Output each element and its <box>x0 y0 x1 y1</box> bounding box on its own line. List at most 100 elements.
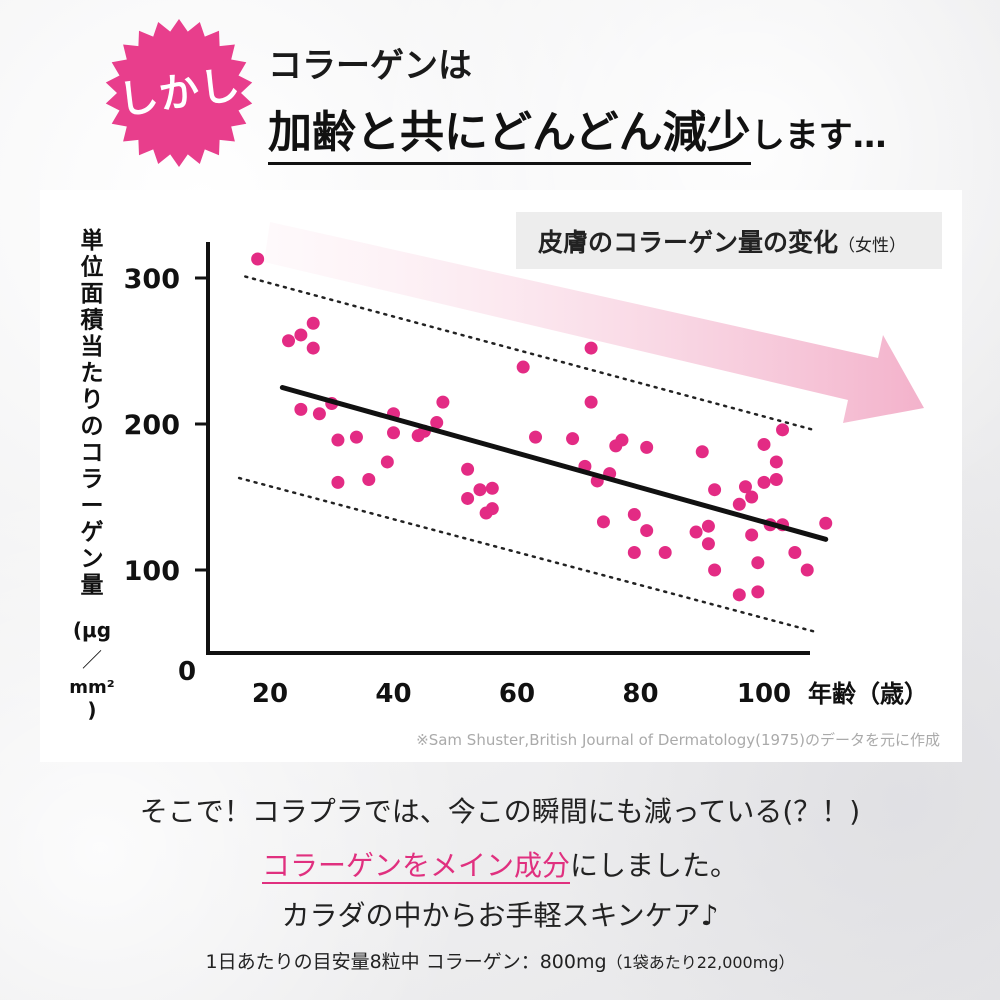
confidence-bands <box>237 275 815 633</box>
data-point <box>473 483 487 497</box>
data-point <box>738 480 752 494</box>
data-point <box>708 563 722 577</box>
data-point <box>732 588 746 602</box>
y-label-char: ラ <box>81 467 104 493</box>
x-axis-label: 年齢（歳） <box>808 680 928 708</box>
y-label-char: ゲ <box>81 520 104 546</box>
data-point <box>596 515 610 529</box>
x-tick-label: 80 <box>622 679 658 709</box>
data-point <box>695 445 709 459</box>
origin-label: 0 <box>178 657 196 687</box>
y-tick-label: 100 <box>124 556 180 587</box>
y-unit-slash: ／ <box>82 648 102 672</box>
message-line-4: 1日あたりの目安量8粒中 コラーゲン：800mg（1袋あたり22,000mg） <box>0 947 1000 974</box>
heading-tail: します… <box>750 116 887 156</box>
data-point <box>769 472 783 486</box>
y-label-char: 積 <box>81 308 105 334</box>
data-point <box>788 545 802 559</box>
data-point <box>294 328 308 342</box>
collagen-scatter-chart: 皮膚のコラーゲン量の変化（女性） 単位面積当たりのコラーゲン量(μg／mm²) … <box>69 212 942 722</box>
trend-line-group <box>279 385 829 542</box>
data-point <box>627 545 641 559</box>
data-point <box>769 455 783 469</box>
data-point <box>331 433 345 447</box>
heading-main: 加齢と共にどんどん減少します… <box>268 96 887 165</box>
data-point <box>732 497 746 511</box>
y-label-char: た <box>81 361 104 387</box>
y-unit-top: (μg <box>73 618 111 642</box>
source-note: ※Sam Shuster,British Journal of Dermatol… <box>416 731 940 749</box>
chart-title-main: 皮膚のコラーゲン量の変化 <box>538 228 838 257</box>
trend-line <box>279 385 829 542</box>
data-point <box>751 556 765 570</box>
dosage-text: 1日あたりの目安量8粒中 コラーゲン：800mg <box>205 951 607 973</box>
decline-arrow-shape <box>264 222 924 423</box>
y-tick-label: 300 <box>124 264 180 295</box>
y-tick-label: 200 <box>124 410 180 441</box>
data-point <box>362 472 376 486</box>
chart-title: 皮膚のコラーゲン量の変化（女性） <box>538 228 906 257</box>
data-point <box>516 360 530 374</box>
data-point <box>461 462 475 476</box>
x-ticks: 20 40 60 80 100 <box>252 679 791 709</box>
data-point <box>430 416 444 430</box>
y-label-char: 単 <box>81 227 104 254</box>
data-point <box>461 491 475 505</box>
message-highlight: コラーゲンをメイン成分 <box>261 849 570 884</box>
chart-title-sub: （女性） <box>838 236 906 256</box>
data-point <box>306 341 320 355</box>
message-line-2-tail: にしました。 <box>570 849 739 882</box>
data-point <box>819 516 833 530</box>
data-point <box>529 430 543 444</box>
message-line-2: コラーゲンをメイン成分にしました。 <box>0 844 1000 884</box>
data-point <box>640 440 654 454</box>
x-tick-label: 40 <box>375 679 411 709</box>
message-line-3: カラダの中からお手軽スキンケア♪ <box>281 899 719 932</box>
data-point <box>566 432 580 446</box>
y-label-char: り <box>81 387 104 413</box>
legend-box <box>516 212 942 269</box>
heading-highlight: 加齢と共にどんどん減少 <box>268 107 751 165</box>
data-point <box>701 519 715 533</box>
data-point <box>757 475 771 489</box>
data-point <box>800 563 814 577</box>
y-label-char: 位 <box>81 254 104 281</box>
x-tick-label: 20 <box>252 679 288 709</box>
data-point <box>776 423 790 437</box>
lower-band-line <box>237 476 815 633</box>
y-ticks: 100 200 300 <box>124 264 208 587</box>
dosage-note: （1袋あたり22,000mg） <box>606 953 795 972</box>
data-point <box>701 537 715 551</box>
data-point <box>689 525 703 539</box>
upper-band-line <box>244 275 815 432</box>
data-point <box>436 395 450 409</box>
data-point <box>584 341 598 355</box>
data-point <box>640 524 654 538</box>
x-tick-label: 60 <box>499 679 535 709</box>
data-point <box>751 585 765 599</box>
data-point <box>387 426 400 440</box>
data-point <box>349 430 363 444</box>
y-unit-close: ) <box>87 698 96 722</box>
data-point <box>615 433 629 447</box>
data-point <box>294 402 308 416</box>
y-label-char: コ <box>81 440 104 466</box>
data-point <box>485 502 499 516</box>
data-point <box>312 407 326 421</box>
y-label-char: 当 <box>81 334 104 360</box>
x-tick-label: 100 <box>737 679 791 709</box>
data-point <box>282 334 296 348</box>
y-label-char: ー <box>81 493 104 519</box>
y-label-char: の <box>81 414 104 440</box>
starburst-badge <box>105 19 253 167</box>
y-label-char: ン <box>81 546 104 572</box>
starburst-shape <box>105 19 253 167</box>
data-point <box>708 483 722 497</box>
data-point <box>584 395 598 409</box>
data-point <box>331 475 345 489</box>
y-label-char: 量 <box>81 573 104 599</box>
data-point <box>627 508 641 522</box>
data-point <box>380 455 394 469</box>
message-line-1: そこで！コラプラでは、今この瞬間にも減っている(？！) <box>139 795 861 828</box>
